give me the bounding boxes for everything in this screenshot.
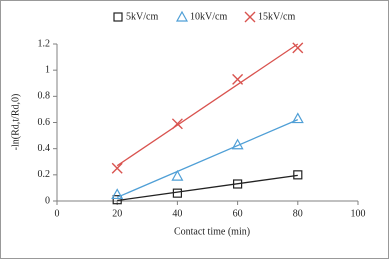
x-axis-label: Contact time (min)	[174, 226, 250, 237]
x-tick-label: 80	[293, 208, 303, 219]
legend-label: 5kV/cm	[126, 11, 158, 22]
data-point	[171, 118, 183, 130]
data-point	[111, 188, 124, 200]
data-point	[232, 73, 244, 85]
y-axis-label: -ln(Rd,t/Rd,0)	[10, 94, 21, 151]
legend-label: 10kV/cm	[190, 11, 227, 22]
y-tick-label: 0.4	[38, 143, 51, 154]
legend-marker	[244, 11, 256, 23]
trendline	[117, 174, 298, 202]
data-point	[233, 179, 243, 189]
data-point	[292, 42, 304, 54]
y-tick-label: 0.8	[38, 91, 51, 102]
x-tick-label: 60	[233, 208, 243, 219]
y-tick-label: 0.2	[38, 169, 51, 180]
data-point	[293, 170, 303, 180]
y-tick-label: 0.6	[38, 117, 51, 128]
x-tick-label: 0	[55, 208, 60, 219]
data-point	[111, 162, 123, 174]
data-point	[231, 138, 244, 150]
data-point	[291, 112, 304, 124]
x-tick-label: 20	[112, 208, 122, 219]
legend-marker	[113, 12, 123, 22]
data-point	[172, 188, 182, 198]
legend-label: 15kV/cm	[258, 11, 295, 22]
legend-marker	[175, 10, 189, 22]
x-tick-label: 100	[351, 208, 366, 219]
trendline	[116, 43, 299, 167]
y-tick-label: 0	[45, 195, 50, 206]
data-point	[171, 169, 184, 181]
y-tick-label: 1	[45, 64, 50, 75]
y-tick-label: 1.2	[38, 38, 51, 49]
trendline	[116, 119, 299, 198]
data-point	[112, 195, 122, 205]
x-tick-label: 40	[172, 208, 182, 219]
